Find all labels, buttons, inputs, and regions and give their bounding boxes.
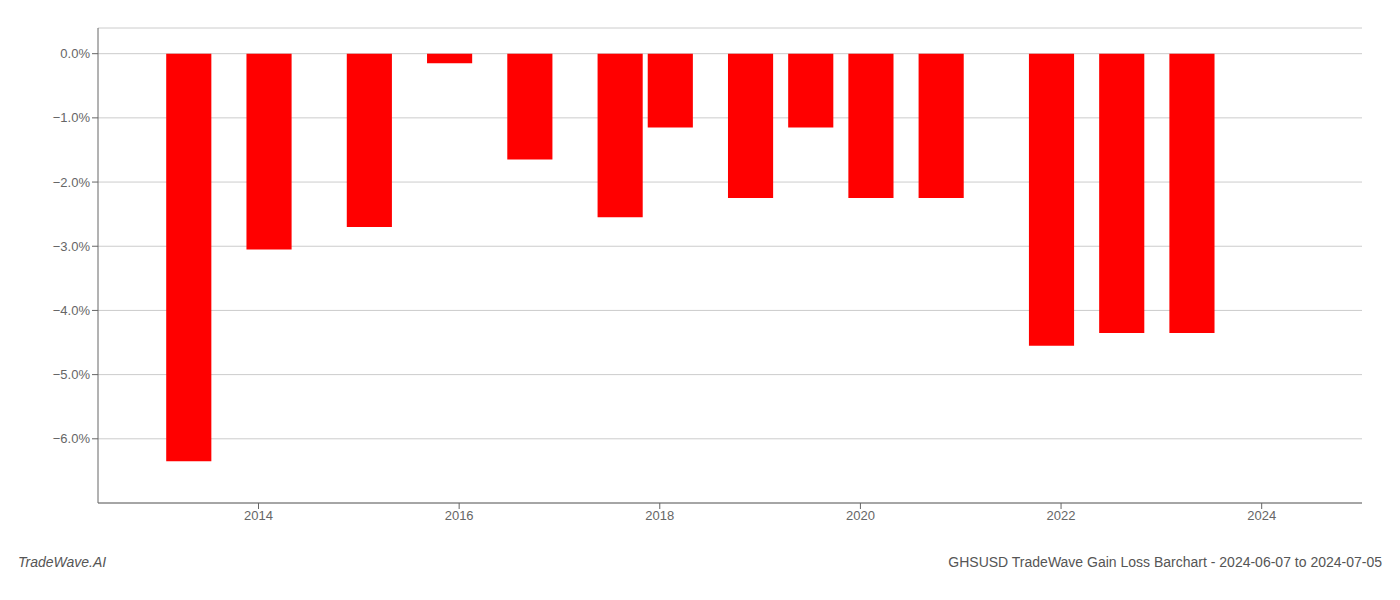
svg-text:2018: 2018 xyxy=(645,508,674,523)
svg-text:2014: 2014 xyxy=(244,508,273,523)
html-text:GHSUSD TradeWave Gain Loss Bar: GHSUSD TradeWave Gain Loss Barchart - 20… xyxy=(948,554,1382,570)
svg-text:2016: 2016 xyxy=(445,508,474,523)
svg-text:−4.0%: −4.0% xyxy=(53,303,91,318)
svg-text:2024: 2024 xyxy=(1247,508,1276,523)
svg-text:−2.0%: −2.0% xyxy=(53,175,91,190)
svg-text:0.0%: 0.0% xyxy=(60,46,90,61)
svg-text:2020: 2020 xyxy=(846,508,875,523)
svg-text:−3.0%: −3.0% xyxy=(53,239,91,254)
svg-text:−5.0%: −5.0% xyxy=(53,367,91,382)
html-text:TradeWave.AI: TradeWave.AI xyxy=(18,554,107,570)
svg-text:2022: 2022 xyxy=(1047,508,1076,523)
svg-text:−1.0%: −1.0% xyxy=(53,110,91,125)
svg-text:−6.0%: −6.0% xyxy=(53,431,91,446)
